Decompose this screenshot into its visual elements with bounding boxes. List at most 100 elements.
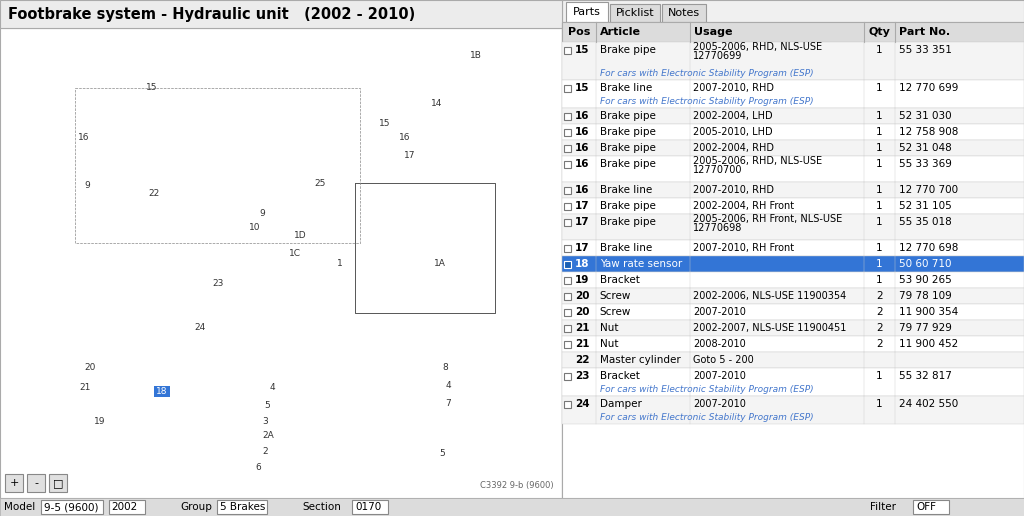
Text: 12770700: 12770700 [693, 165, 743, 175]
Text: 2002-2004, RH Front: 2002-2004, RH Front [693, 201, 795, 211]
Bar [562, 42, 1024, 80]
Text: 20: 20 [575, 291, 590, 301]
Text: 2005-2006, RHD, NLS-USE: 2005-2006, RHD, NLS-USE [693, 156, 822, 166]
Text: 1C: 1C [289, 249, 301, 257]
Text: Brake pipe: Brake pipe [600, 217, 655, 227]
Bar [49, 474, 67, 492]
Text: C3392 9-b (9600): C3392 9-b (9600) [480, 481, 554, 490]
Text: Nut: Nut [600, 339, 618, 349]
Text: Master cylinder: Master cylinder [600, 355, 681, 365]
Bar [562, 140, 1024, 156]
Text: 15: 15 [146, 84, 158, 92]
Text: 9-5 (9600): 9-5 (9600) [43, 502, 98, 512]
Text: Bracket: Bracket [600, 275, 640, 285]
Text: 16: 16 [399, 134, 411, 142]
Bar [0, 0, 562, 28]
Bar [610, 4, 660, 22]
Text: 12 770 700: 12 770 700 [899, 185, 958, 195]
Text: Footbrake system - Hydraulic unit   (2002 - 2010): Footbrake system - Hydraulic unit (2002 … [8, 7, 416, 22]
Bar [562, 320, 1024, 336]
Text: Parts: Parts [573, 7, 601, 17]
Text: 11 900 354: 11 900 354 [899, 307, 958, 317]
Text: 55 33 351: 55 33 351 [899, 45, 952, 55]
Text: 1: 1 [877, 399, 883, 409]
Text: 2: 2 [262, 446, 268, 456]
Text: 79 77 929: 79 77 929 [899, 323, 952, 333]
Text: 4: 4 [269, 383, 274, 393]
Bar [562, 124, 1024, 140]
Text: For cars with Electronic Stability Program (ESP): For cars with Electronic Stability Progr… [600, 98, 813, 106]
Text: 21: 21 [575, 339, 590, 349]
Text: 20: 20 [575, 307, 590, 317]
Text: 1: 1 [877, 127, 883, 137]
Text: 1: 1 [877, 185, 883, 195]
Text: 23: 23 [212, 279, 223, 287]
Text: Notes: Notes [668, 8, 700, 18]
Text: 16: 16 [575, 127, 590, 137]
Bar [564, 341, 571, 347]
Bar [566, 2, 608, 22]
Text: Screw: Screw [600, 291, 631, 301]
Text: 2005-2006, RH Front, NLS-USE: 2005-2006, RH Front, NLS-USE [693, 214, 843, 224]
Text: 53 90 265: 53 90 265 [899, 275, 952, 285]
Text: For cars with Electronic Stability Program (ESP): For cars with Electronic Stability Progr… [600, 385, 813, 395]
Bar [562, 22, 1024, 42]
Text: 1B: 1B [470, 52, 482, 60]
Text: 1: 1 [877, 275, 883, 285]
Text: Brake pipe: Brake pipe [600, 201, 655, 211]
Text: 12 758 908: 12 758 908 [899, 127, 958, 137]
Text: Brake line: Brake line [600, 83, 652, 93]
Bar [562, 256, 1024, 272]
Bar [662, 4, 706, 22]
Text: Brake line: Brake line [600, 243, 652, 253]
Text: 12 770 698: 12 770 698 [899, 243, 958, 253]
Text: -: - [34, 478, 38, 488]
Text: 1: 1 [877, 83, 883, 93]
Text: Nut: Nut [600, 323, 618, 333]
Text: 2008-2010: 2008-2010 [693, 339, 746, 349]
Text: 2005-2010, LHD: 2005-2010, LHD [693, 127, 773, 137]
Text: 12770698: 12770698 [693, 223, 742, 233]
Bar [41, 500, 102, 514]
Text: 23: 23 [575, 371, 590, 381]
Bar [5, 474, 23, 492]
Bar [562, 182, 1024, 198]
Text: 2007-2010: 2007-2010 [693, 307, 746, 317]
Bar [562, 214, 1024, 240]
Text: 9: 9 [84, 181, 90, 189]
Bar [562, 108, 1024, 124]
Text: Pos: Pos [567, 27, 590, 37]
Bar [562, 336, 1024, 352]
Text: 2007-2010, RHD: 2007-2010, RHD [693, 185, 774, 195]
Text: 55 33 369: 55 33 369 [899, 159, 952, 169]
Text: Group: Group [180, 502, 212, 512]
Bar [0, 28, 562, 498]
Bar [564, 277, 571, 283]
Text: Brake pipe: Brake pipe [600, 143, 655, 153]
Bar [564, 373, 571, 379]
Bar [352, 500, 388, 514]
Text: 17: 17 [575, 217, 590, 227]
Text: 2: 2 [877, 339, 883, 349]
Text: 19: 19 [575, 275, 590, 285]
Bar [27, 474, 45, 492]
Text: 2005-2006, RHD, NLS-USE: 2005-2006, RHD, NLS-USE [693, 42, 822, 52]
Text: Screw: Screw [600, 307, 631, 317]
Text: 1: 1 [877, 217, 883, 227]
Text: Goto 5 - 200: Goto 5 - 200 [693, 355, 755, 365]
Bar [564, 202, 571, 209]
Bar [109, 500, 144, 514]
Bar [564, 325, 571, 331]
Text: 18: 18 [575, 259, 590, 269]
Text: 20: 20 [84, 363, 95, 373]
Bar [154, 385, 170, 396]
Text: 55 32 817: 55 32 817 [899, 371, 952, 381]
Text: Usage: Usage [694, 27, 733, 37]
Bar [913, 500, 949, 514]
Text: 1: 1 [877, 371, 883, 381]
Text: 2007-2010: 2007-2010 [693, 371, 746, 381]
Bar [562, 22, 1024, 498]
Text: Damper: Damper [600, 399, 642, 409]
Bar [564, 293, 571, 299]
Text: 12770699: 12770699 [693, 51, 742, 61]
